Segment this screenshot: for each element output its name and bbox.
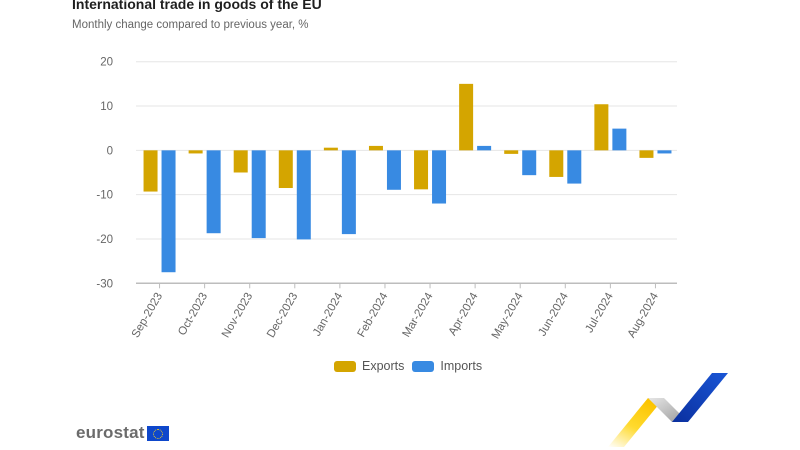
x-tick-label: Dec-2023 bbox=[265, 291, 300, 340]
bars bbox=[143, 83, 672, 273]
bar-exports-jan-2024[interactable] bbox=[323, 147, 338, 151]
legend-label-imports: Imports bbox=[440, 359, 483, 373]
legend-item-imports[interactable]: Imports bbox=[412, 359, 482, 373]
bar-imports-apr-2024[interactable] bbox=[477, 145, 492, 151]
x-tick-label: May-2024 bbox=[490, 290, 526, 341]
decorative-ribbon-icon bbox=[608, 373, 728, 447]
bar-imports-jun-2024[interactable] bbox=[567, 150, 582, 184]
bar-imports-mar-2024[interactable] bbox=[432, 150, 447, 204]
bar-exports-jun-2024[interactable] bbox=[549, 150, 564, 177]
legend-label-exports: Exports bbox=[362, 359, 405, 373]
chart-subtitle: Monthly change compared to previous year… bbox=[72, 19, 309, 31]
x-tick-label: Mar-2024 bbox=[401, 290, 436, 339]
y-tick-label: -30 bbox=[96, 278, 113, 290]
bar-exports-feb-2024[interactable] bbox=[368, 145, 383, 151]
bar-exports-dec-2023[interactable] bbox=[278, 150, 293, 189]
legend-swatch-imports bbox=[412, 360, 435, 372]
x-tick-label: Feb-2024 bbox=[356, 290, 391, 339]
eurostat-logo: eurostat bbox=[76, 423, 169, 443]
legend: Exports Imports bbox=[334, 359, 490, 373]
x-tick-label: Apr-2024 bbox=[447, 290, 481, 337]
legend-item-exports[interactable]: Exports bbox=[334, 359, 404, 373]
eu-flag-icon bbox=[146, 425, 169, 441]
logo-text: eurostat bbox=[76, 423, 145, 442]
bar-exports-sep-2023[interactable] bbox=[143, 150, 158, 192]
bar-imports-jul-2024[interactable] bbox=[612, 128, 627, 151]
chart-title: International trade in goods of the EU bbox=[72, 0, 322, 12]
x-tick-label: Sep-2023 bbox=[130, 291, 165, 340]
gridlines bbox=[136, 61, 677, 240]
bar-imports-aug-2024[interactable] bbox=[657, 150, 672, 154]
y-tick-label: -20 bbox=[96, 234, 113, 246]
y-axis-ticks: 20 10 0 -10 -20 -30 bbox=[96, 57, 113, 291]
bar-imports-dec-2023[interactable] bbox=[296, 150, 311, 240]
bar-imports-feb-2024[interactable] bbox=[386, 150, 401, 190]
y-tick-label: 20 bbox=[100, 57, 113, 69]
bar-imports-nov-2023[interactable] bbox=[251, 150, 266, 239]
bar-imports-sep-2023[interactable] bbox=[161, 150, 176, 273]
bar-exports-aug-2024[interactable] bbox=[639, 150, 654, 158]
x-tick-label: Aug-2024 bbox=[626, 290, 662, 340]
x-axis: Sep-2023 Oct-2023 Nov-2023 Dec-2023 Jan-2024… bbox=[130, 282, 677, 341]
bar-exports-may-2024[interactable] bbox=[504, 150, 519, 154]
y-tick-label: -10 bbox=[96, 190, 113, 202]
bar-imports-jan-2024[interactable] bbox=[341, 150, 356, 235]
x-tick-label: Oct-2023 bbox=[176, 291, 210, 338]
bar-exports-oct-2023[interactable] bbox=[188, 150, 203, 154]
bar-chart: 20 10 0 -10 -20 -30 Sep-2023 Oct-2023 Nov-2023 D… bbox=[96, 57, 677, 341]
y-tick-label: 10 bbox=[100, 101, 113, 113]
x-tick-label: Jan-2024 bbox=[311, 290, 346, 338]
x-tick-label: Nov-2023 bbox=[220, 291, 255, 340]
x-tick-label: Jul-2024 bbox=[584, 290, 617, 335]
bar-imports-oct-2023[interactable] bbox=[206, 150, 221, 234]
bar-exports-jul-2024[interactable] bbox=[594, 104, 609, 151]
legend-swatch-exports bbox=[334, 360, 356, 372]
y-tick-label: 0 bbox=[107, 145, 113, 157]
bar-imports-may-2024[interactable] bbox=[522, 150, 537, 176]
bar-exports-nov-2023[interactable] bbox=[233, 150, 248, 173]
x-tick-label: Jun-2024 bbox=[537, 290, 572, 338]
bar-exports-mar-2024[interactable] bbox=[414, 150, 429, 190]
bar-exports-apr-2024[interactable] bbox=[459, 83, 474, 151]
